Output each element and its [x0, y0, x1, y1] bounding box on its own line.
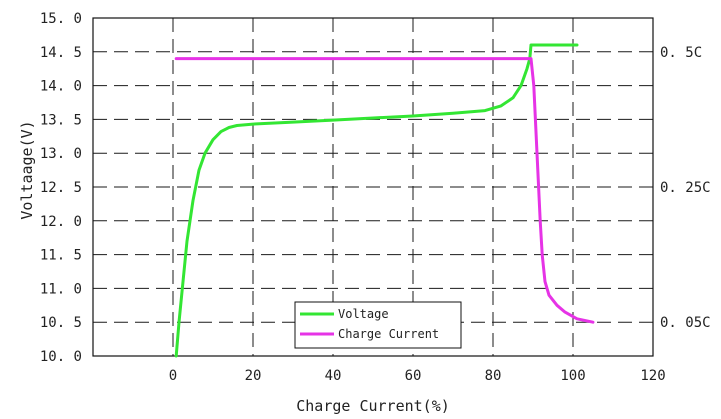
x-tick-label: 0: [169, 368, 177, 384]
right-axis-tick-labels: 0. 5C 0. 25C 0. 05C: [660, 45, 711, 331]
right-axis-tick-label: 0. 05C: [660, 315, 711, 331]
y-tick-label: 11. 5: [40, 248, 82, 264]
y-tick-label: 10. 5: [40, 315, 82, 331]
right-axis-tick-label: 0. 5C: [660, 45, 702, 61]
y-tick-label: 14. 0: [40, 79, 82, 95]
legend-box: [294, 301, 462, 349]
legend: Voltage Charge Current: [294, 301, 462, 349]
series-lines: [174, 43, 595, 358]
legend-label-voltage: Voltage: [338, 307, 389, 321]
x-tick-label: 80: [485, 368, 502, 384]
x-tick-label: 100: [560, 368, 585, 384]
y-tick-label: 12. 0: [40, 214, 82, 230]
y-tick-label: 13. 0: [40, 146, 82, 162]
y-axis-label: Voltaage(V): [18, 120, 36, 219]
y-tick-label: 15. 0: [40, 11, 82, 27]
x-tick-label: 60: [405, 368, 422, 384]
y-tick-label: 11. 0: [40, 281, 82, 297]
series-line-voltage: [174, 43, 579, 358]
y-tick-label: 13. 5: [40, 112, 82, 128]
series-line-charge-current: [174, 57, 595, 324]
plot-frame: [92, 17, 654, 357]
y-tick-label: 14. 5: [40, 45, 82, 61]
x-tick-labels: 0 20 40 60 80 100 120: [169, 368, 666, 384]
legend-label-charge-current: Charge Current: [338, 327, 439, 341]
x-tick-label: 120: [640, 368, 665, 384]
right-axis-tick-label: 0. 25C: [660, 180, 711, 196]
y-tick-label: 10. 0: [40, 349, 82, 365]
y-tick-label: 12. 5: [40, 180, 82, 196]
x-tick-label: 20: [245, 368, 262, 384]
x-axis-label: Charge Current(%): [296, 397, 450, 415]
x-tick-label: 40: [325, 368, 342, 384]
y-tick-labels: 10. 0 10. 5 11. 0 11. 5 12. 0 12. 5 13. 0 13. 5…: [40, 11, 82, 365]
